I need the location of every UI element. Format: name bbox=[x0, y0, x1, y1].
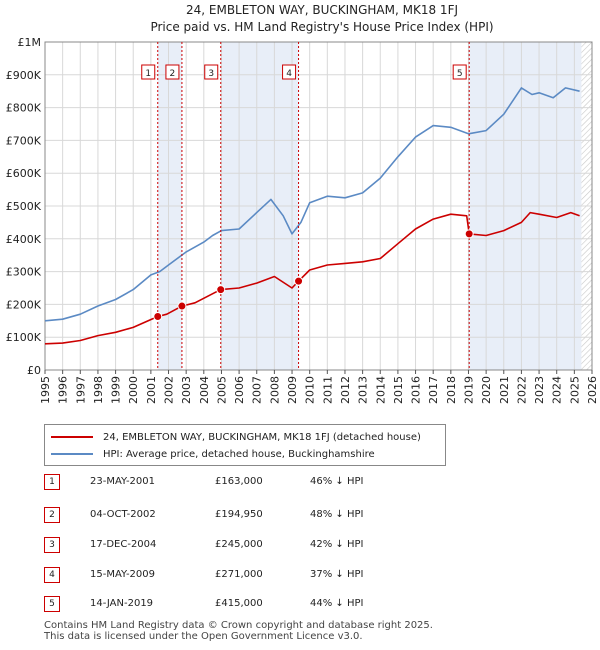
x-tick-label: 2001 bbox=[145, 376, 158, 404]
sale-date: 15-MAY-2009 bbox=[90, 569, 156, 580]
sale-point bbox=[294, 276, 304, 286]
chart-title-line-2: Price paid vs. HM Land Registry's House … bbox=[150, 20, 493, 34]
sale-hpi-diff: 42% ↓ HPI bbox=[310, 539, 364, 550]
sale-marker-number: 1 bbox=[145, 69, 151, 79]
x-tick-label: 2008 bbox=[268, 376, 281, 404]
x-tick-label: 2005 bbox=[215, 376, 228, 404]
sale-number-badge: 2 bbox=[44, 507, 60, 523]
x-tick-label: 1998 bbox=[92, 376, 105, 404]
x-tick-label: 2024 bbox=[551, 376, 564, 404]
sale-hpi-diff: 46% ↓ HPI bbox=[310, 476, 364, 487]
sale-point bbox=[464, 229, 474, 239]
x-tick-label: 2002 bbox=[163, 376, 176, 404]
sale-marker-number: 4 bbox=[286, 69, 292, 79]
sale-marker-number: 5 bbox=[457, 69, 463, 79]
plot-frame bbox=[44, 41, 593, 371]
x-tick-label: 2011 bbox=[321, 376, 334, 404]
x-tick-label: 1999 bbox=[110, 376, 123, 404]
y-tick-label: £1M bbox=[18, 36, 42, 49]
sale-marker-number: 3 bbox=[208, 69, 214, 79]
legend-label-property: 24, EMBLETON WAY, BUCKINGHAM, MK18 1FJ (… bbox=[103, 431, 421, 443]
hpi-series-line bbox=[44, 87, 580, 322]
property-series-line bbox=[44, 211, 580, 345]
sale-number-badge: 1 bbox=[44, 474, 60, 490]
x-tick-label: 2017 bbox=[427, 376, 440, 404]
sale-number-badge: 5 bbox=[44, 596, 60, 612]
y-tick-label: £400K bbox=[6, 233, 42, 246]
sale-marker-badge bbox=[165, 64, 180, 80]
legend-label-hpi: HPI: Average price, detached house, Buck… bbox=[103, 448, 375, 460]
table-row: 4 15-MAY-2009 £271,000 37% ↓ HPI bbox=[0, 567, 600, 587]
sale-point bbox=[216, 285, 226, 295]
y-tick-label: £0 bbox=[27, 364, 41, 377]
y-tick-label: £900K bbox=[6, 69, 42, 82]
sale-price: £415,000 bbox=[215, 598, 263, 609]
legend-swatch-property bbox=[51, 436, 93, 438]
table-row: 5 14-JAN-2019 £415,000 44% ↓ HPI bbox=[0, 596, 600, 616]
sale-date: 14-JAN-2019 bbox=[90, 598, 154, 609]
y-tick-label: £100K bbox=[6, 331, 42, 344]
sale-price: £194,950 bbox=[215, 509, 263, 520]
x-tick-label: 1996 bbox=[57, 376, 70, 404]
chart-title-line-1: 24, EMBLETON WAY, BUCKINGHAM, MK18 1FJ bbox=[186, 3, 458, 17]
x-tick-label: 2022 bbox=[515, 376, 528, 404]
sale-hpi-diff: 48% ↓ HPI bbox=[310, 509, 364, 520]
sale-marker-badge bbox=[204, 64, 219, 80]
sale-date: 17-DEC-2004 bbox=[90, 539, 157, 550]
x-tick-label: 2021 bbox=[498, 376, 511, 404]
x-tick-label: 2015 bbox=[392, 376, 405, 404]
x-tick-label: 2026 bbox=[586, 376, 599, 404]
y-tick-label: £200K bbox=[6, 298, 42, 311]
sale-number-badge: 3 bbox=[44, 537, 60, 553]
footer-line-1: Contains HM Land Registry data © Crown c… bbox=[44, 620, 433, 631]
legend-item-hpi: HPI: Average price, detached house, Buck… bbox=[51, 445, 375, 463]
y-tick-label: £600K bbox=[6, 167, 42, 180]
x-tick-label: 2006 bbox=[233, 376, 246, 404]
x-tick-label: 2023 bbox=[533, 376, 546, 404]
price-chart: 24, EMBLETON WAY, BUCKINGHAM, MK18 1FJ P… bbox=[6, 3, 599, 404]
x-tick-label: 2020 bbox=[480, 376, 493, 404]
sale-point bbox=[153, 312, 163, 322]
sale-marker-number: 2 bbox=[170, 69, 176, 79]
sale-marker-badge bbox=[282, 64, 297, 80]
sale-number-badge: 4 bbox=[44, 567, 60, 583]
sale-date: 23-MAY-2001 bbox=[90, 476, 156, 487]
sale-marker-badge bbox=[452, 64, 467, 80]
x-tick-label: 2003 bbox=[180, 376, 193, 404]
x-tick-label: 2012 bbox=[339, 376, 352, 404]
x-tick-label: 1995 bbox=[39, 376, 52, 404]
x-tick-label: 2004 bbox=[198, 376, 211, 404]
x-tick-label: 2018 bbox=[445, 376, 458, 404]
x-tick-label: 2016 bbox=[410, 376, 423, 404]
legend-item-property: 24, EMBLETON WAY, BUCKINGHAM, MK18 1FJ (… bbox=[51, 428, 421, 446]
sale-hpi-diff: 37% ↓ HPI bbox=[310, 569, 364, 580]
sale-date: 04-OCT-2002 bbox=[90, 509, 156, 520]
x-tick-label: 2019 bbox=[462, 376, 475, 404]
x-tick-label: 2010 bbox=[304, 376, 317, 404]
x-tick-label: 2025 bbox=[568, 376, 581, 404]
footer-line-2: This data is licensed under the Open Gov… bbox=[44, 631, 363, 642]
sale-hpi-diff: 44% ↓ HPI bbox=[310, 598, 364, 609]
x-tick-label: 2014 bbox=[374, 376, 387, 404]
sale-price: £245,000 bbox=[215, 539, 263, 550]
footer-attribution: Contains HM Land Registry data © Crown c… bbox=[44, 620, 433, 642]
sale-price: £163,000 bbox=[215, 476, 263, 487]
y-tick-label: £800K bbox=[6, 102, 42, 115]
y-tick-label: £500K bbox=[6, 200, 42, 213]
chart-legend: 24, EMBLETON WAY, BUCKINGHAM, MK18 1FJ (… bbox=[44, 424, 446, 466]
sale-point bbox=[177, 301, 187, 311]
legend-swatch-hpi bbox=[51, 453, 93, 455]
x-tick-label: 2013 bbox=[357, 376, 370, 404]
table-row: 1 23-MAY-2001 £163,000 46% ↓ HPI bbox=[0, 474, 600, 494]
x-tick-label: 1997 bbox=[74, 376, 87, 404]
x-tick-label: 2000 bbox=[127, 376, 140, 404]
x-tick-label: 2007 bbox=[251, 376, 264, 404]
x-tick-label: 2009 bbox=[286, 376, 299, 404]
table-row: 2 04-OCT-2002 £194,950 48% ↓ HPI bbox=[0, 507, 600, 527]
sale-marker-badge bbox=[141, 64, 156, 80]
sale-price: £271,000 bbox=[215, 569, 263, 580]
table-row: 3 17-DEC-2004 £245,000 42% ↓ HPI bbox=[0, 537, 600, 557]
y-tick-label: £700K bbox=[6, 134, 42, 147]
y-tick-label: £300K bbox=[6, 266, 42, 279]
